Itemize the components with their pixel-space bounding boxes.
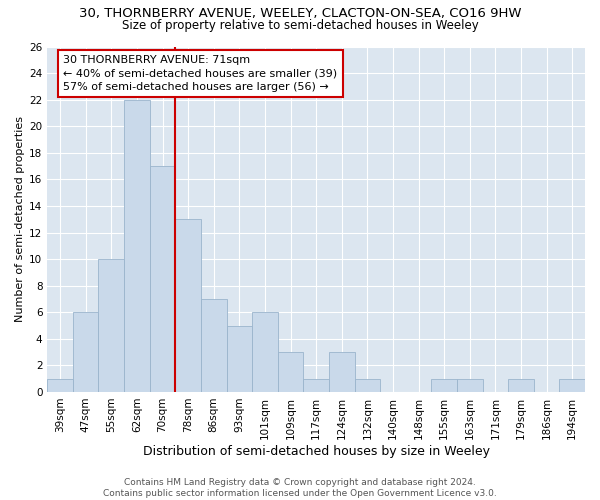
Bar <box>304 378 329 392</box>
Bar <box>175 219 201 392</box>
Bar <box>355 378 380 392</box>
Bar <box>559 378 585 392</box>
Bar <box>98 259 124 392</box>
Bar <box>124 100 150 392</box>
Bar <box>278 352 304 392</box>
Text: 30 THORNBERRY AVENUE: 71sqm
← 40% of semi-detached houses are smaller (39)
57% o: 30 THORNBERRY AVENUE: 71sqm ← 40% of sem… <box>64 55 338 92</box>
Bar <box>73 312 98 392</box>
Bar <box>150 166 175 392</box>
Bar <box>201 299 227 392</box>
Bar <box>431 378 457 392</box>
Text: 30, THORNBERRY AVENUE, WEELEY, CLACTON-ON-SEA, CO16 9HW: 30, THORNBERRY AVENUE, WEELEY, CLACTON-O… <box>79 8 521 20</box>
Bar <box>457 378 482 392</box>
Bar <box>508 378 534 392</box>
Bar <box>252 312 278 392</box>
Text: Contains HM Land Registry data © Crown copyright and database right 2024.
Contai: Contains HM Land Registry data © Crown c… <box>103 478 497 498</box>
Bar <box>329 352 355 392</box>
Bar <box>47 378 73 392</box>
X-axis label: Distribution of semi-detached houses by size in Weeley: Distribution of semi-detached houses by … <box>143 444 490 458</box>
Bar <box>227 326 252 392</box>
Y-axis label: Number of semi-detached properties: Number of semi-detached properties <box>15 116 25 322</box>
Text: Size of property relative to semi-detached houses in Weeley: Size of property relative to semi-detach… <box>122 18 478 32</box>
